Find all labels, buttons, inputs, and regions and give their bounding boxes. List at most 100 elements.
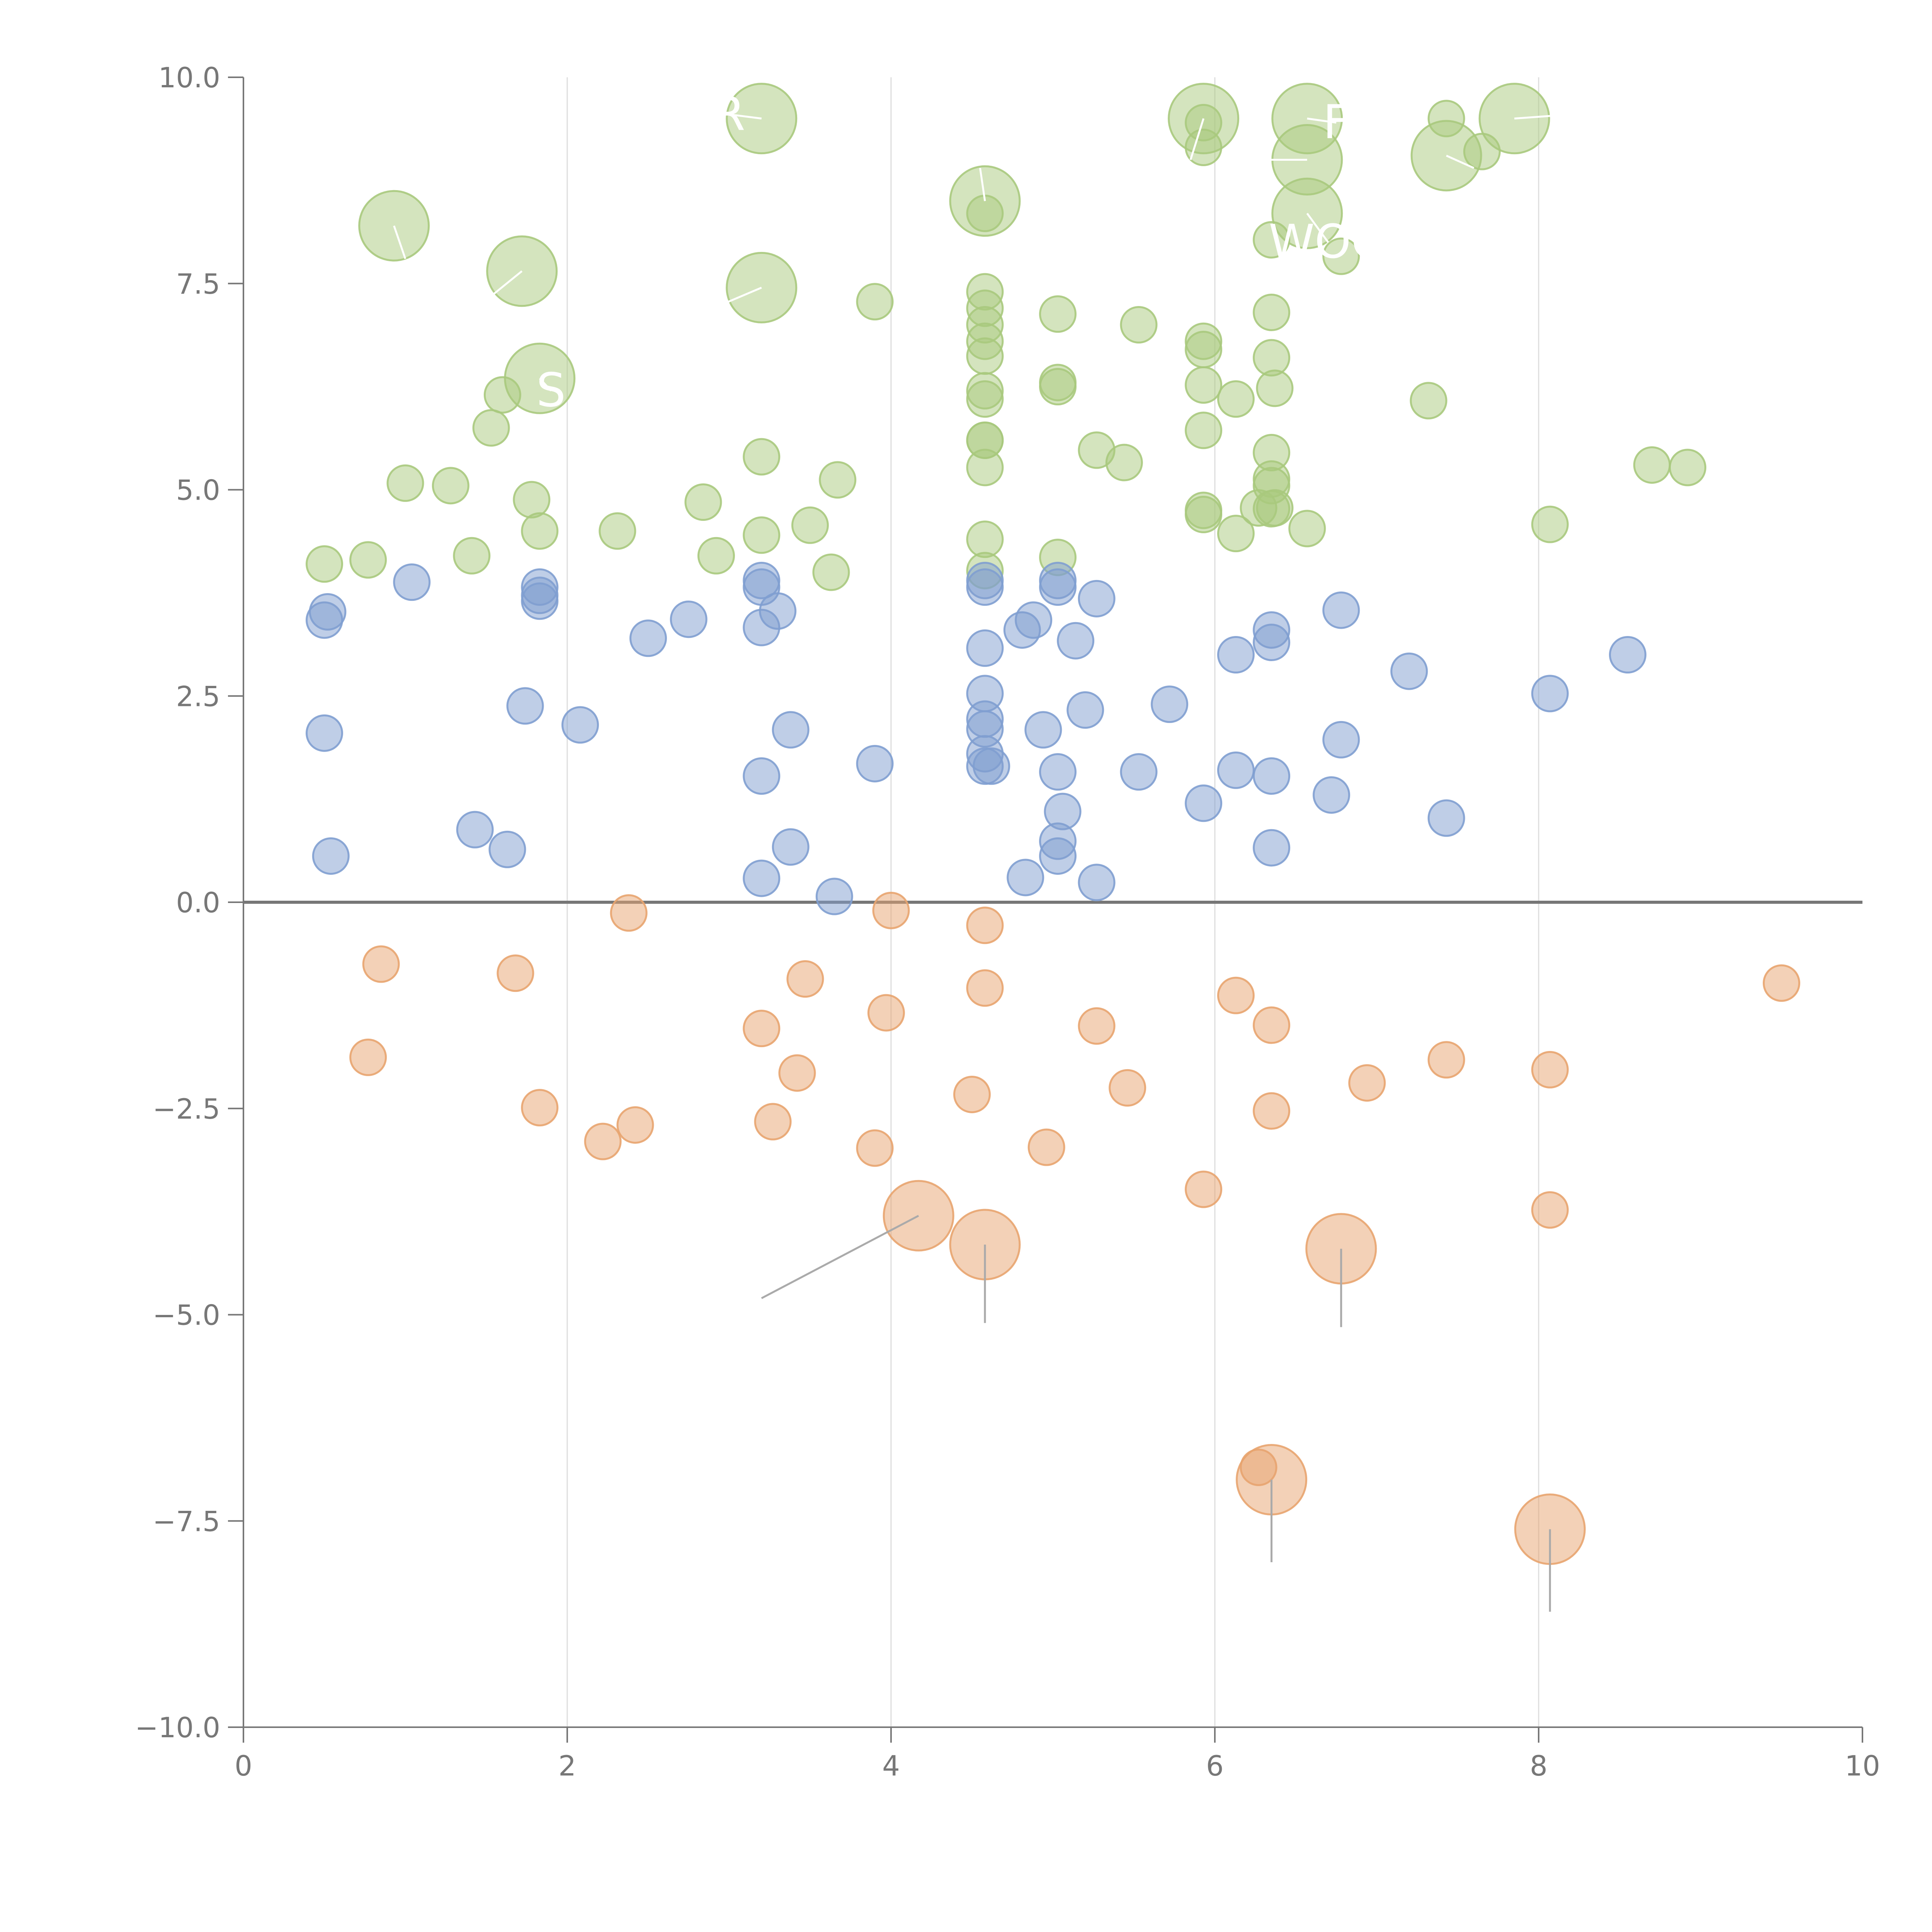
data-point xyxy=(1078,580,1116,617)
data-point xyxy=(1253,293,1291,331)
data-point xyxy=(1763,964,1800,1002)
leader-line xyxy=(713,287,762,310)
point-label: F xyxy=(1323,95,1350,149)
data-point xyxy=(1217,380,1255,418)
data-point xyxy=(521,1089,559,1127)
data-point xyxy=(856,1129,894,1167)
data-point xyxy=(488,830,526,868)
data-point xyxy=(856,745,894,782)
data-point xyxy=(1039,295,1077,333)
data-point xyxy=(1027,1128,1065,1166)
point-label: S xyxy=(536,364,566,417)
data-point xyxy=(815,878,853,915)
data-point xyxy=(312,837,350,875)
data-point xyxy=(1109,1069,1146,1107)
data-point xyxy=(1410,382,1447,420)
data-point xyxy=(966,629,1004,667)
point-label: WOO xyxy=(1269,215,1388,269)
data-point xyxy=(453,537,491,575)
data-point xyxy=(743,516,781,554)
data-point xyxy=(1531,1191,1569,1229)
data-point xyxy=(743,1010,781,1048)
data-point xyxy=(670,600,707,638)
y-tick-label: −2.5 xyxy=(153,1093,220,1125)
data-point xyxy=(1024,711,1062,749)
y-tick-label: −7.5 xyxy=(153,1505,220,1537)
y-tick-label: 5.0 xyxy=(176,474,220,507)
data-point xyxy=(506,687,544,725)
data-point xyxy=(1322,591,1360,629)
leader-line xyxy=(1446,155,1475,169)
data-point xyxy=(953,1075,991,1113)
data-point xyxy=(1185,496,1223,534)
data-point xyxy=(684,483,722,521)
data-point xyxy=(1348,1064,1386,1102)
data-point xyxy=(1007,859,1044,896)
x-tick-label: 0 xyxy=(235,1750,252,1782)
data-point xyxy=(1390,652,1428,690)
data-point xyxy=(1256,489,1294,527)
data-point xyxy=(1105,444,1143,481)
data-point xyxy=(1427,799,1465,837)
data-point xyxy=(1066,691,1104,729)
data-point xyxy=(1256,369,1294,407)
data-point xyxy=(966,568,1004,606)
data-point xyxy=(743,438,781,476)
data-point xyxy=(1217,515,1255,553)
data-point xyxy=(349,541,387,579)
data-point xyxy=(1185,366,1223,404)
data-point xyxy=(1217,976,1255,1014)
data-point xyxy=(1039,368,1077,406)
axes xyxy=(228,77,1863,1743)
data-point xyxy=(309,593,347,631)
data-point xyxy=(1217,751,1255,789)
point-labels: S R F WOO xyxy=(393,87,1571,1612)
data-point xyxy=(872,891,910,929)
data-point xyxy=(778,1054,816,1092)
data-point xyxy=(497,954,534,992)
data-point xyxy=(1015,601,1053,639)
data-point xyxy=(584,1122,622,1160)
data-point xyxy=(759,592,797,630)
data-point xyxy=(1078,1007,1116,1045)
y-tick-label: 7.5 xyxy=(176,268,220,300)
leader-line xyxy=(1306,213,1329,243)
data-point xyxy=(1288,510,1326,548)
data-point xyxy=(1531,675,1569,713)
data-point xyxy=(1531,505,1569,543)
data-point xyxy=(1185,1170,1223,1208)
leader-line xyxy=(539,378,552,391)
data-point xyxy=(1609,636,1646,673)
data-point xyxy=(472,409,510,447)
data-point xyxy=(456,811,494,849)
data-point xyxy=(561,706,599,744)
data-point xyxy=(1185,412,1223,449)
leader-line xyxy=(761,1215,919,1299)
data-point xyxy=(610,894,648,932)
data-point xyxy=(362,945,400,983)
leader-line xyxy=(1307,117,1337,124)
y-tick-label: 2.5 xyxy=(176,680,220,713)
data-point xyxy=(1253,623,1291,661)
data-point xyxy=(1253,829,1291,867)
data-point xyxy=(786,960,824,998)
data-point xyxy=(1253,757,1291,795)
data-point xyxy=(513,481,551,519)
data-point xyxy=(966,449,1004,486)
data-point xyxy=(521,512,559,550)
data-point xyxy=(432,467,469,505)
data-point xyxy=(1185,331,1223,369)
y-tick-label: −10.0 xyxy=(135,1711,220,1744)
data-points xyxy=(306,100,1800,1486)
leader-line xyxy=(393,225,406,259)
data-point xyxy=(1057,622,1095,660)
data-point xyxy=(629,619,667,657)
data-point xyxy=(966,520,1004,558)
x-tick-label: 6 xyxy=(1206,1750,1224,1782)
data-point xyxy=(1668,449,1706,486)
leader-line xyxy=(729,113,762,120)
data-point xyxy=(1039,568,1077,606)
data-point xyxy=(616,1106,654,1144)
highlighted-point xyxy=(358,190,430,262)
